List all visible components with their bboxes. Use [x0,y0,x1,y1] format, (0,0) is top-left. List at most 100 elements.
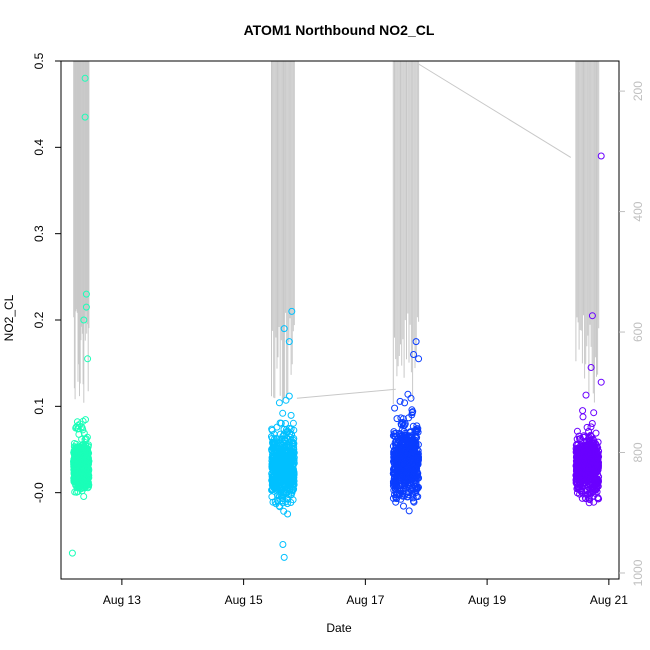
data-point [414,455,422,463]
data-point [593,454,601,461]
data-point [407,394,415,402]
y2-tick-label: 400 [631,201,645,221]
data-point [273,434,280,442]
data-point [409,422,417,430]
data-point [391,491,398,499]
data-point [283,500,291,508]
data-point [402,432,410,440]
data-point [70,458,78,466]
data-point [289,439,297,447]
data-point-outlier [80,316,88,324]
data-point [585,499,593,507]
data-point [592,429,600,437]
data-point [83,481,91,489]
data-point [283,468,291,476]
data-point-outlier [588,312,596,320]
data-point [82,454,90,462]
data-point [401,399,409,407]
data-point [587,448,595,456]
data-point [392,498,400,506]
y-tick-label: 0.2 [32,311,46,328]
data-point [391,478,399,486]
data-point [391,464,399,472]
data-point [593,457,601,465]
data-point [405,458,413,465]
secondary-connector [296,388,396,399]
y-axis-label: NO2_CL [2,294,16,341]
data-point [80,472,88,480]
data-point-outlier [82,303,90,311]
data-point [273,464,281,472]
data-point-outlier [81,113,89,121]
data-point [279,409,287,417]
data-point [390,486,398,494]
data-point [272,444,280,451]
data-point [398,458,406,465]
data-point [391,433,399,441]
data-point [396,397,404,405]
data-point [591,439,599,447]
data-point [286,480,294,488]
data-point [271,468,279,475]
data-point [290,446,298,454]
data-point [580,478,588,486]
data-point [588,420,596,427]
data-point [270,430,278,438]
x-tick-label: Aug 21 [590,593,628,607]
data-point-outlier [280,553,288,561]
data-point [589,435,597,443]
data-point [583,423,591,431]
data-point [272,477,280,485]
data-point-outlier [285,338,293,346]
data-point [573,458,581,466]
data-point [412,492,420,500]
data-point-outlier [82,290,90,298]
y2-tick-label: 600 [631,322,645,342]
data-point [399,418,407,426]
data-point [590,409,598,417]
data-point-outlier [81,74,89,82]
data-point-outlier [288,307,296,315]
data-point [280,459,288,467]
x-tick-label: Aug 17 [346,593,384,607]
data-point [285,425,293,432]
data-point [412,471,420,479]
y-tick-label: 0.5 [32,52,46,69]
data-point [391,404,399,412]
data-point [413,422,421,430]
data-point [275,399,283,407]
data-point [579,407,587,415]
data-point [390,481,398,489]
secondary-connector [418,63,572,158]
x-axis-label: Date [326,621,352,635]
data-point [400,439,407,447]
data-point-outlier [280,325,288,333]
scatter-points [68,74,605,561]
data-point-outlier [412,338,420,346]
data-point [271,460,279,468]
data-point-outlier [410,351,418,358]
data-point [268,445,276,453]
data-point [80,429,88,437]
data-point [404,472,411,480]
data-point [81,436,89,444]
data-point [73,468,81,476]
data-point [584,470,592,478]
scatter-series-4 [572,152,605,507]
data-point [587,423,595,431]
data-point [80,493,88,500]
data-point [78,423,85,431]
data-point [281,452,288,460]
x-tick-label: Aug 15 [225,593,263,607]
data-point-outlier [597,378,605,386]
data-point [572,476,580,484]
data-point [402,479,410,487]
data-point [78,458,86,466]
data-point [289,461,296,469]
data-point [574,485,582,493]
data-point-outlier [84,355,92,363]
data-point-outlier [68,549,76,557]
data-point [391,455,399,463]
data-point [577,460,585,468]
